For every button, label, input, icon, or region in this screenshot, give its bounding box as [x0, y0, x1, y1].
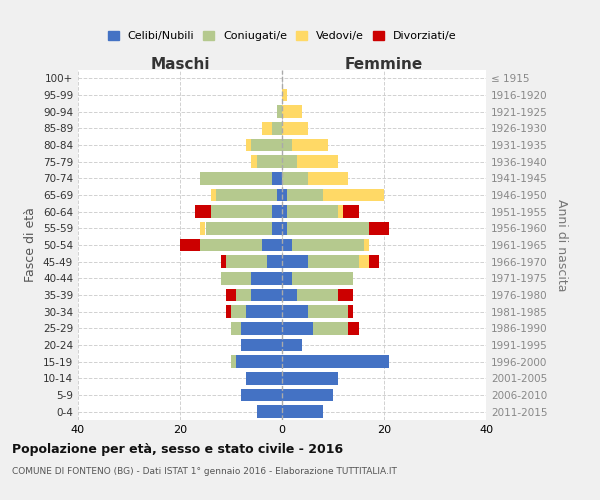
- Bar: [205, 222, 272, 234]
- Bar: [313, 322, 348, 334]
- Text: Maschi: Maschi: [150, 56, 210, 72]
- Legend: Celibi/Nubili, Coniugati/e, Vedovi/e, Divorziati/e: Celibi/Nubili, Coniugati/e, Vedovi/e, Di…: [103, 26, 461, 46]
- Bar: [241, 389, 282, 401]
- Bar: [282, 389, 333, 401]
- Y-axis label: Fasce di età: Fasce di età: [25, 208, 37, 282]
- Bar: [308, 172, 348, 184]
- Bar: [282, 122, 308, 134]
- Text: Popolazione per età, sesso e stato civile - 2016: Popolazione per età, sesso e stato civil…: [12, 442, 343, 456]
- Bar: [282, 372, 338, 384]
- Bar: [226, 289, 236, 301]
- Bar: [282, 256, 308, 268]
- Bar: [292, 138, 328, 151]
- Bar: [282, 188, 287, 201]
- Bar: [257, 156, 282, 168]
- Bar: [272, 206, 282, 218]
- Bar: [272, 172, 282, 184]
- Bar: [323, 188, 384, 201]
- Bar: [282, 272, 292, 284]
- Bar: [251, 272, 282, 284]
- Bar: [211, 188, 216, 201]
- Bar: [200, 172, 272, 184]
- Bar: [246, 138, 251, 151]
- Bar: [282, 239, 292, 251]
- Bar: [282, 172, 308, 184]
- Bar: [236, 289, 251, 301]
- Bar: [287, 188, 323, 201]
- Bar: [251, 156, 257, 168]
- Bar: [241, 339, 282, 351]
- Bar: [343, 206, 359, 218]
- Bar: [282, 206, 287, 218]
- Bar: [282, 138, 292, 151]
- Text: Femmine: Femmine: [345, 56, 423, 72]
- Bar: [200, 239, 262, 251]
- Y-axis label: Anni di nascita: Anni di nascita: [556, 198, 568, 291]
- Bar: [338, 206, 343, 218]
- Bar: [282, 322, 313, 334]
- Bar: [272, 122, 282, 134]
- Bar: [287, 206, 338, 218]
- Bar: [262, 239, 282, 251]
- Bar: [236, 356, 282, 368]
- Bar: [348, 322, 359, 334]
- Bar: [211, 206, 272, 218]
- Bar: [338, 289, 353, 301]
- Text: COMUNE DI FONTENO (BG) - Dati ISTAT 1° gennaio 2016 - Elaborazione TUTTITALIA.IT: COMUNE DI FONTENO (BG) - Dati ISTAT 1° g…: [12, 468, 397, 476]
- Bar: [231, 356, 236, 368]
- Bar: [251, 289, 282, 301]
- Bar: [369, 256, 379, 268]
- Bar: [282, 339, 302, 351]
- Bar: [287, 222, 369, 234]
- Bar: [195, 206, 211, 218]
- Bar: [200, 222, 205, 234]
- Bar: [221, 272, 251, 284]
- Bar: [241, 322, 282, 334]
- Bar: [308, 306, 348, 318]
- Bar: [369, 222, 389, 234]
- Bar: [282, 89, 287, 101]
- Bar: [282, 106, 302, 118]
- Bar: [246, 372, 282, 384]
- Bar: [282, 306, 308, 318]
- Bar: [282, 222, 287, 234]
- Bar: [226, 256, 266, 268]
- Bar: [180, 239, 200, 251]
- Bar: [292, 272, 353, 284]
- Bar: [226, 306, 231, 318]
- Bar: [348, 306, 353, 318]
- Bar: [231, 322, 241, 334]
- Bar: [282, 156, 298, 168]
- Bar: [282, 406, 323, 418]
- Bar: [292, 239, 364, 251]
- Bar: [359, 256, 368, 268]
- Bar: [282, 289, 298, 301]
- Bar: [282, 356, 389, 368]
- Bar: [277, 106, 282, 118]
- Bar: [364, 239, 369, 251]
- Bar: [262, 122, 272, 134]
- Bar: [246, 306, 282, 318]
- Bar: [266, 256, 282, 268]
- Bar: [277, 188, 282, 201]
- Bar: [298, 289, 338, 301]
- Bar: [257, 406, 282, 418]
- Bar: [298, 156, 338, 168]
- Bar: [251, 138, 282, 151]
- Bar: [215, 188, 277, 201]
- Bar: [272, 222, 282, 234]
- Bar: [221, 256, 226, 268]
- Bar: [231, 306, 246, 318]
- Bar: [308, 256, 359, 268]
